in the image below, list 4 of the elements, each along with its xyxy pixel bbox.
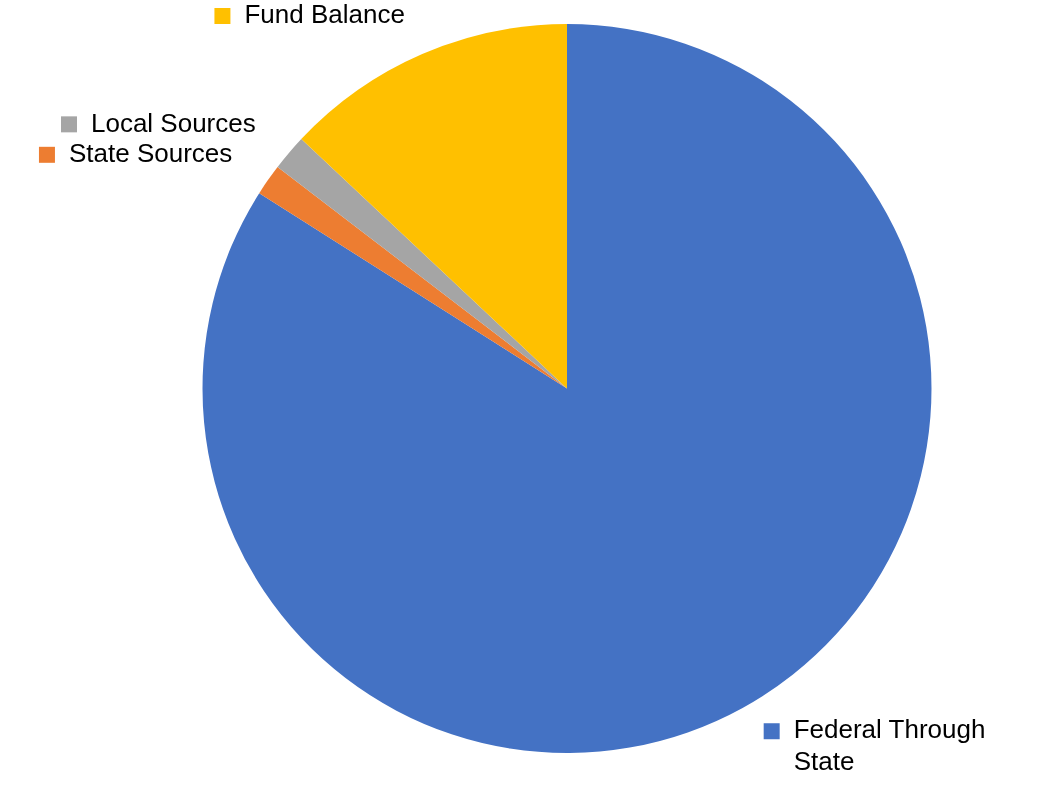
- legend-label: Federal Through State: [793, 714, 986, 777]
- legend-label: Local Sources: [90, 107, 256, 138]
- legend-label: State Sources: [68, 137, 233, 168]
- legend-label: Fund Balance: [244, 0, 405, 30]
